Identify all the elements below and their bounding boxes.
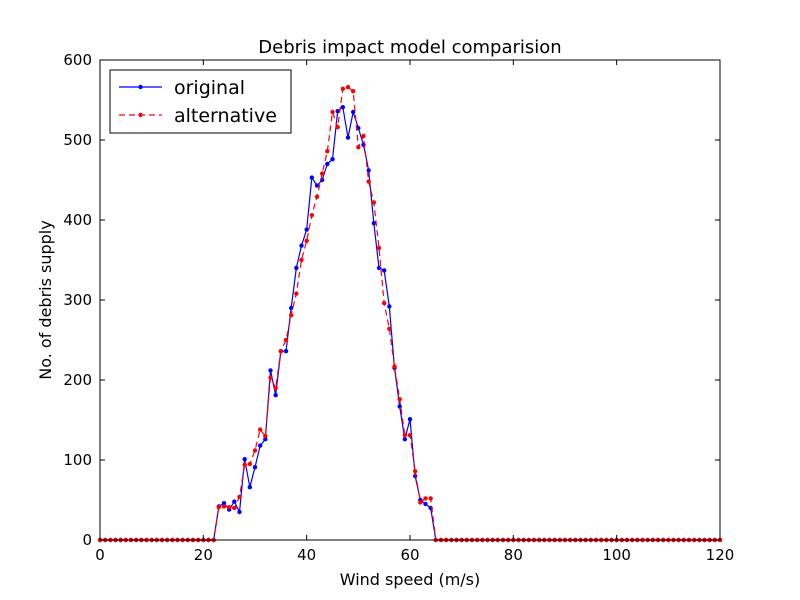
data-point-alternative [288, 313, 294, 318]
data-point-original [381, 268, 387, 273]
data-point-alternative [319, 171, 325, 176]
y-tick-label: 200 [63, 371, 92, 389]
y-tick-label: 500 [63, 131, 92, 149]
data-point-alternative [273, 385, 278, 391]
data-point-original [330, 157, 335, 162]
y-tick-label: 600 [63, 51, 92, 69]
data-point-alternative [356, 145, 361, 150]
data-point-alternative [418, 500, 423, 505]
data-point-alternative [283, 337, 289, 343]
data-point-alternative [314, 194, 320, 199]
data-point-alternative [221, 504, 227, 509]
data-point-alternative [226, 505, 232, 510]
x-tick-label: 80 [504, 546, 523, 564]
data-point-original [304, 227, 309, 232]
data-point-alternative [299, 257, 304, 263]
y-tick-label: 400 [63, 211, 92, 229]
data-point-alternative [268, 375, 273, 380]
data-point-original [263, 437, 268, 442]
y-tick-label: 0 [82, 531, 92, 549]
data-point-alternative [340, 86, 346, 92]
data-point-alternative [278, 349, 284, 354]
legend-alternative-marker [138, 112, 143, 118]
ticks-layer: 0 20 40 60 80 100 120 0 100 200 300 400 500 600 [63, 51, 734, 564]
data-point-original [273, 393, 278, 398]
data-point-alternative [361, 133, 366, 139]
data-point-alternative [257, 427, 263, 432]
x-tick-label: 20 [194, 546, 213, 564]
data-point-original [268, 368, 273, 373]
data-point-original [340, 105, 346, 110]
legend-original-label: original [174, 77, 245, 99]
legend-original-marker [138, 84, 143, 90]
data-point-alternative [387, 326, 392, 331]
data-point-original [309, 175, 315, 180]
data-point-alternative [376, 245, 382, 251]
data-point-alternative [309, 213, 315, 218]
x-tick-label: 120 [706, 546, 735, 564]
data-point-alternative [350, 89, 356, 94]
x-tick-label: 40 [297, 546, 316, 564]
x-tick-label: 60 [400, 546, 419, 564]
data-point-alternative [216, 505, 222, 510]
legend: original alternative [109, 69, 292, 134]
data-point-alternative [402, 433, 408, 438]
data-point-alternative [252, 448, 258, 453]
data-point-alternative [345, 85, 351, 90]
data-point-alternative [263, 433, 268, 439]
data-point-alternative [242, 462, 247, 467]
data-point-alternative [232, 505, 237, 511]
data-point-original [288, 305, 294, 311]
data-point-original [325, 161, 330, 167]
data-point-alternative [381, 301, 387, 306]
data-point-original [345, 135, 351, 140]
x-tick-label: 0 [95, 546, 105, 564]
data-point-alternative [335, 125, 340, 130]
y-tick-label: 300 [63, 291, 92, 309]
data-point-alternative [407, 433, 413, 438]
data-point-original [252, 465, 258, 470]
chart-title: Debris impact model comparision [258, 37, 561, 58]
y-axis-label: No. of debris supply [36, 220, 55, 379]
data-point-original [247, 485, 253, 490]
data-point-alternative [412, 469, 418, 474]
data-point-alternative [392, 364, 397, 369]
data-point-original [257, 443, 263, 448]
data-point-original [397, 404, 402, 409]
data-point-alternative [325, 149, 330, 154]
data-point-original [294, 265, 299, 271]
data-point-original [407, 417, 413, 422]
data-point-original [283, 349, 289, 354]
data-point-original [376, 265, 382, 271]
data-point-original [350, 109, 356, 115]
data-point-alternative [423, 496, 428, 501]
data-point-original [237, 509, 242, 515]
data-point-original [387, 304, 392, 309]
x-axis-label: Wind speed (m/s) [340, 570, 481, 589]
data-point-original [423, 501, 428, 507]
data-point-original [402, 437, 408, 442]
plot-area: 0 20 40 60 80 100 120 0 100 200 300 400 500 600 [63, 51, 734, 564]
x-tick-label: 100 [602, 546, 631, 564]
data-point-original [335, 109, 340, 114]
data-point-original [371, 221, 377, 226]
data-point-original [242, 457, 247, 462]
data-point-original [232, 499, 237, 504]
data-point-alternative [237, 494, 242, 499]
data-point-alternative [304, 238, 309, 243]
data-point-alternative [371, 200, 377, 205]
legend-alternative-label: alternative [174, 105, 277, 127]
data-point-original [299, 243, 304, 248]
data-point-alternative [294, 291, 299, 296]
data-point-alternative [247, 461, 253, 467]
data-point-alternative [330, 109, 335, 115]
legend-box [109, 69, 292, 134]
data-point-original [221, 501, 227, 506]
data-point-alternative [397, 397, 402, 402]
y-tick-label: 100 [63, 451, 92, 469]
data-point-original [314, 183, 320, 188]
data-point-alternative [366, 179, 371, 184]
data-point-alternative [428, 496, 433, 501]
